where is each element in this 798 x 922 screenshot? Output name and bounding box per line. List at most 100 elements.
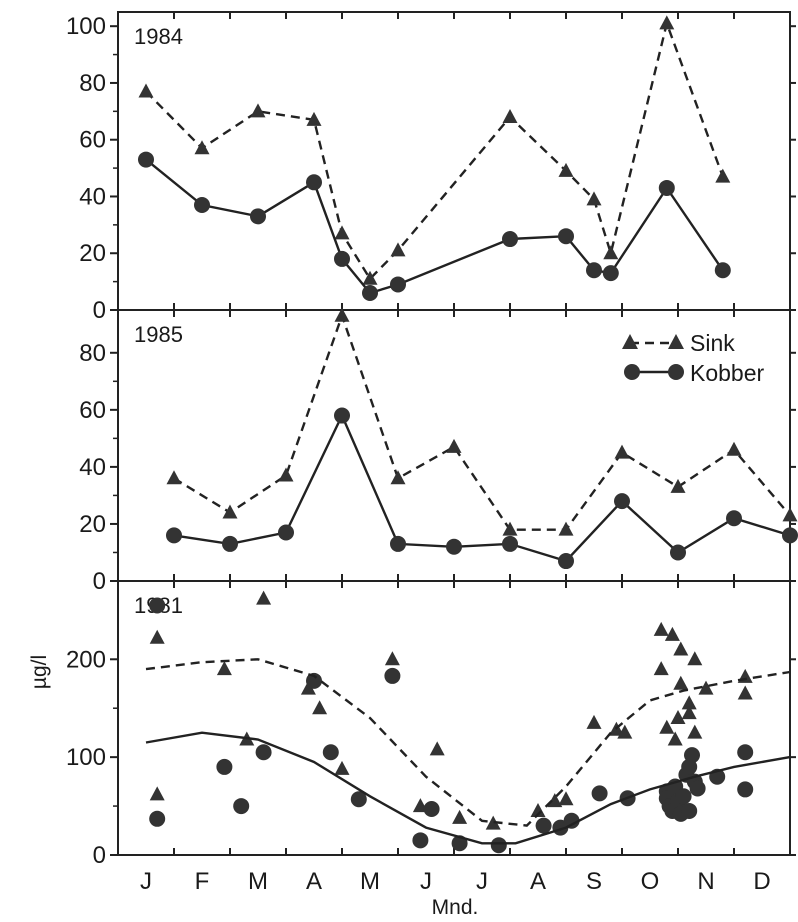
kobber-point <box>670 544 686 561</box>
kobber-point <box>681 802 698 819</box>
kobber-point <box>255 744 272 761</box>
kobber-point <box>216 758 233 775</box>
sink-point <box>384 651 400 666</box>
sink-point <box>681 705 697 720</box>
legend: Sink Kobber <box>622 330 765 386</box>
y-tick-label: 0 <box>93 568 106 595</box>
kobber-point <box>362 284 378 301</box>
legend-kobber-marker <box>668 364 684 380</box>
sink-point <box>390 470 406 485</box>
kobber-point <box>222 535 238 552</box>
legend-sink-marker <box>668 334 684 349</box>
y-tick-label: 80 <box>79 340 106 367</box>
sink-point <box>278 467 294 482</box>
y-tick-label: 200 <box>66 646 106 673</box>
sink-point <box>452 809 468 824</box>
kobber-point <box>334 250 350 267</box>
sink-point <box>222 504 238 519</box>
kobber-point <box>591 785 608 802</box>
kobber-point <box>322 744 339 761</box>
sink-point <box>306 111 322 126</box>
sink-point <box>687 651 703 666</box>
sink-point <box>673 675 689 690</box>
y-tick-label: 80 <box>79 70 106 97</box>
x-tick-label: J <box>476 868 488 895</box>
sink-point <box>673 641 689 656</box>
x-tick-label: N <box>697 868 714 895</box>
sink-point <box>362 270 378 285</box>
legend-sink-marker <box>622 334 638 349</box>
panel-1981: 01002001981JFMAMJJASOND <box>66 580 796 895</box>
panel-1985: 0 20 40 60 80 1985 <box>79 307 798 595</box>
sink-point <box>670 710 686 724</box>
kobber-point <box>558 553 574 570</box>
kobber-point <box>737 781 754 798</box>
sink-point <box>502 521 518 536</box>
y-tick-label: 100 <box>66 744 106 771</box>
sink-point <box>256 590 272 605</box>
sink-point <box>502 109 518 124</box>
sink-point <box>687 724 703 739</box>
y-tick-label: 60 <box>79 397 106 424</box>
kobber-point <box>658 179 675 196</box>
y-tick-label: 100 <box>66 13 106 40</box>
kobber-point <box>149 810 166 827</box>
kobber-point <box>684 747 700 764</box>
sink-point <box>715 168 731 183</box>
kobber-point <box>250 208 266 225</box>
kobber-point <box>149 597 166 614</box>
sink-point <box>698 680 714 695</box>
kobber-point <box>502 535 518 552</box>
y-tick-label: 40 <box>79 454 106 481</box>
kobber-point <box>390 535 406 552</box>
panel-title: 1985 <box>134 322 183 347</box>
sink-point <box>334 307 350 322</box>
y-tick-label: 0 <box>93 297 106 324</box>
x-tick-label: M <box>248 868 268 895</box>
sink-point <box>614 444 630 459</box>
kobber-point <box>194 196 210 213</box>
kobber-point <box>233 798 250 815</box>
kobber-point <box>446 538 462 555</box>
kobber-point <box>390 276 406 293</box>
kobber-point <box>782 527 798 544</box>
kobber-point <box>586 262 602 279</box>
sink-point <box>334 760 350 775</box>
sink-point <box>782 507 798 522</box>
sink-point <box>166 470 182 485</box>
kobber-point <box>726 510 742 527</box>
sink-point <box>558 162 574 177</box>
kobber-point <box>614 493 630 510</box>
kobber-point <box>502 231 518 248</box>
sink-point <box>659 15 675 30</box>
kobber-point <box>278 524 294 541</box>
sink-point <box>726 441 742 456</box>
sink-point <box>659 719 675 734</box>
sink-point <box>390 242 406 257</box>
x-tick-label: M <box>360 868 380 895</box>
x-tick-label: S <box>586 868 602 895</box>
sink-point <box>429 741 445 756</box>
kobber-point <box>737 744 754 761</box>
kobber-point <box>490 837 507 854</box>
sink-series-line <box>173 312 791 531</box>
kobber-point <box>306 672 322 689</box>
sink-point <box>737 685 753 700</box>
kobber-series-line <box>145 731 791 845</box>
sink-point <box>558 521 574 536</box>
kobber-point <box>166 527 182 544</box>
x-tick-label: F <box>195 868 210 895</box>
kobber-point <box>412 832 429 849</box>
kobber-point <box>535 817 552 834</box>
panel-1984: 0 20 40 60 80 100 1984 <box>66 11 796 324</box>
sink-point <box>334 225 350 240</box>
kobber-point <box>558 228 574 245</box>
sink-point <box>312 700 328 715</box>
sink-point <box>603 245 619 260</box>
x-axis-title: Mnd. <box>432 896 479 919</box>
kobber-series-line <box>145 158 724 295</box>
sink-point <box>300 680 316 695</box>
sink-point <box>653 621 669 636</box>
sink-point <box>149 786 165 801</box>
